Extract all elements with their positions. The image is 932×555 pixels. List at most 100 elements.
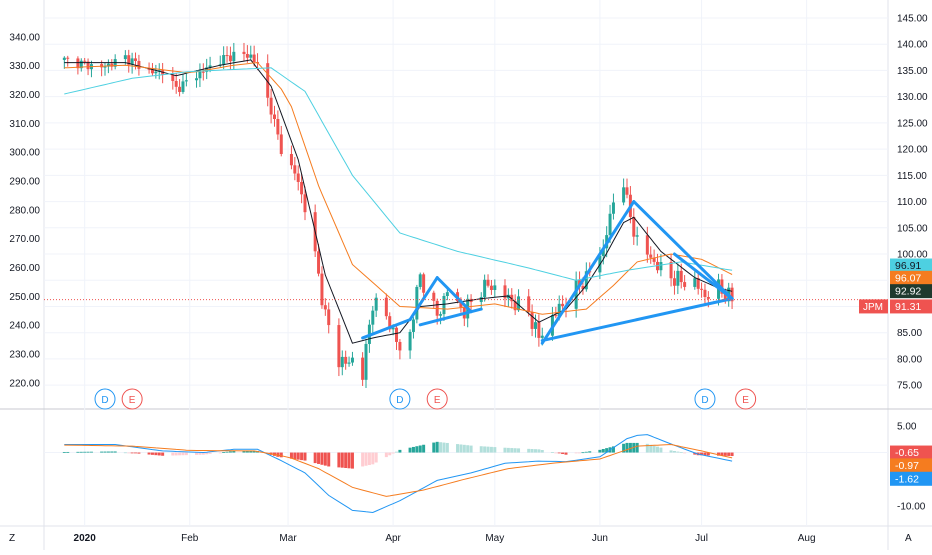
macd-histogram-bar	[506, 447, 510, 453]
trendline[interactable]	[540, 200, 636, 345]
macd-histogram-bar	[445, 442, 449, 453]
candle-body	[391, 327, 395, 330]
macd-histogram-bar	[415, 446, 419, 453]
trendline[interactable]	[672, 252, 734, 301]
macd-histogram-bar	[374, 452, 378, 463]
trendline[interactable]	[540, 297, 734, 343]
ema-short-badge-bg	[890, 284, 932, 299]
left-axis-tick-label: 260.00	[9, 263, 40, 274]
left-axis-tick-label: 230.00	[9, 349, 40, 360]
candle-body	[62, 57, 66, 60]
macd-histogram-bar	[435, 441, 439, 453]
left-axis-tick-label: 310.00	[9, 119, 40, 130]
candle-body	[340, 356, 344, 368]
candle-body	[683, 282, 687, 287]
candle-body	[184, 80, 188, 82]
left-axis-tick-label: 300.00	[9, 148, 40, 159]
candle-body	[266, 63, 270, 98]
macd-histogram-bar	[730, 452, 734, 457]
macd-histogram-bar	[672, 451, 676, 453]
candle-body	[442, 295, 446, 315]
macd-histogram-bar	[398, 449, 402, 453]
candle-body	[327, 309, 331, 326]
earnings-event-marker[interactable]: E	[426, 388, 448, 410]
macd-histogram-bar	[611, 446, 615, 453]
candle-body	[533, 322, 537, 329]
left-axis-tick-label: 290.00	[9, 176, 40, 187]
macd-histogram-bar	[137, 452, 141, 454]
candle-body	[622, 187, 626, 203]
macd-histogram-bar	[598, 449, 602, 453]
macd-histogram-bar	[198, 452, 202, 455]
candle-body	[696, 278, 700, 289]
close-badge-value: 91.31	[895, 301, 921, 313]
macd-histogram-bar	[540, 450, 544, 453]
candle-body	[296, 173, 300, 182]
left-axis-tick-label: 240.00	[9, 321, 40, 332]
candle-body	[171, 74, 175, 82]
corner-right-label[interactable]: A	[905, 533, 912, 544]
candle-body	[479, 297, 483, 303]
macd-histogram-bar	[676, 451, 680, 453]
macd-histogram-bar	[127, 452, 131, 454]
macd-histogram-bar	[361, 452, 365, 467]
trendline[interactable]	[408, 276, 439, 322]
macd-histogram-bar	[456, 444, 460, 453]
earnings-event-marker[interactable]: E	[735, 388, 757, 410]
right-axis-tick-label: 135.00	[897, 66, 928, 77]
trendline[interactable]	[435, 276, 473, 314]
right-axis-tick-label: 145.00	[897, 13, 928, 24]
macd-histogram-bar	[659, 447, 663, 453]
macd-histogram-bar	[683, 452, 687, 454]
ema-short-badge-value: 92.92	[895, 286, 921, 298]
macd-histogram-bar	[89, 451, 93, 453]
ema-long-badge-value: 96.91	[895, 260, 921, 272]
dividend-event-marker[interactable]: D	[389, 388, 411, 410]
dividend-marker-circle	[389, 388, 411, 410]
macd-histogram-bar	[103, 451, 107, 453]
macd-histogram-bar	[628, 442, 632, 453]
macd-histogram-bar	[123, 452, 127, 454]
candle-body	[110, 63, 114, 67]
trendline[interactable]	[632, 200, 734, 301]
candle-body	[174, 81, 178, 87]
candle-body	[418, 274, 422, 287]
macd-histogram-bar	[154, 452, 158, 456]
signal-line	[64, 443, 733, 497]
candle-body	[703, 289, 707, 297]
candle-body	[632, 216, 636, 237]
macd-histogram-bar	[195, 452, 199, 455]
candle-body	[384, 297, 388, 317]
earnings-event-marker[interactable]: E	[121, 388, 143, 410]
candle-body	[649, 254, 653, 258]
macd-histogram-bar	[113, 451, 117, 453]
macd-histogram-bar	[533, 449, 537, 453]
macd-histogram-bar	[493, 447, 497, 453]
left-axis-tick-label: 340.00	[9, 32, 40, 43]
macd-histogram-bar	[147, 452, 151, 455]
candle-body	[700, 288, 704, 290]
candle-body	[483, 279, 487, 298]
macd-histogram-bar	[279, 452, 283, 458]
ema-mid-badge-bg	[890, 270, 932, 285]
earnings-marker-circle	[735, 388, 757, 410]
candle-body	[371, 310, 375, 325]
macd-histogram-bar	[727, 452, 731, 456]
candle-body	[398, 341, 402, 351]
trendline[interactable]	[361, 318, 412, 340]
close-badge-name-bg	[859, 299, 888, 314]
dividend-event-marker[interactable]: D	[94, 388, 116, 410]
candle-body	[517, 296, 521, 311]
dividend-event-marker[interactable]: D	[694, 388, 716, 410]
candle-body	[303, 194, 307, 213]
candle-body	[581, 286, 585, 290]
candle-body	[269, 97, 273, 115]
left-axis-tick-label: 250.00	[9, 292, 40, 303]
macd-histogram-bar	[679, 452, 683, 454]
trendline[interactable]	[418, 307, 483, 327]
candle-body	[337, 325, 341, 368]
ema-mid-line	[64, 62, 733, 315]
ema-mid-badge-value: 96.07	[895, 272, 921, 284]
macd-histogram-bar	[340, 452, 344, 468]
